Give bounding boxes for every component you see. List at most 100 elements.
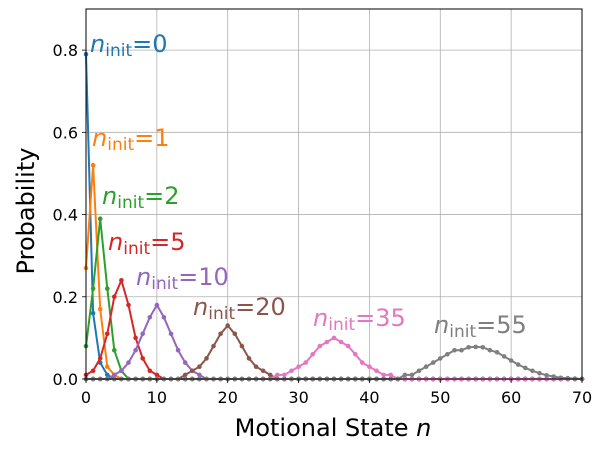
data-point	[388, 372, 394, 378]
data-point	[112, 347, 117, 353]
data-point	[225, 323, 230, 328]
annotation-var: n	[434, 311, 449, 339]
x-axis-title: Motional State n	[235, 414, 432, 442]
data-point	[523, 365, 528, 371]
x-tick-label: 0	[81, 388, 91, 407]
x-axis-title-text: Motional State	[235, 414, 417, 442]
annotation-label: ninit=35	[313, 304, 406, 335]
annotation-label: ninit=55	[434, 311, 527, 342]
data-point	[105, 286, 110, 291]
series-line	[86, 345, 583, 380]
data-point	[232, 331, 238, 337]
data-point	[154, 302, 160, 308]
annotation-var: n	[90, 30, 105, 58]
data-point	[430, 360, 436, 365]
annotation-value: =55	[476, 311, 527, 339]
data-point	[289, 368, 294, 374]
annotation-label: ninit=20	[193, 293, 286, 324]
y-tick-label: 0.2	[53, 288, 78, 307]
data-point	[112, 294, 117, 300]
data-point	[147, 315, 153, 320]
data-point	[175, 347, 181, 353]
data-point	[260, 368, 266, 374]
data-point	[303, 360, 309, 365]
data-point	[367, 364, 372, 370]
data-point	[239, 343, 245, 349]
annotation-label: ninit=5	[108, 228, 186, 259]
data-point	[197, 372, 202, 378]
data-point	[97, 306, 103, 312]
data-point	[204, 356, 209, 361]
annotation-value: =20	[235, 293, 286, 321]
annotation-subscript: init	[107, 135, 134, 155]
y-tick-label: 0.0	[53, 370, 78, 389]
annotation-subscript: init	[208, 304, 235, 324]
data-point	[353, 352, 358, 357]
data-point	[565, 375, 571, 381]
x-tick-label: 10	[147, 388, 167, 407]
data-point	[190, 368, 195, 374]
data-point	[416, 368, 422, 374]
data-point	[105, 372, 110, 378]
data-point	[253, 364, 259, 370]
data-point	[459, 347, 464, 353]
data-point	[105, 331, 110, 337]
annotation-var: n	[193, 293, 208, 321]
annotation-subscript: init	[105, 41, 132, 61]
x-tick-label: 70	[572, 388, 592, 407]
annotation-subscript: init	[151, 274, 178, 294]
data-point	[466, 345, 471, 350]
data-point	[97, 356, 103, 361]
data-point	[338, 339, 344, 345]
x-tick-label: 60	[501, 388, 521, 407]
annotation-value: =1	[134, 124, 169, 152]
data-point	[218, 331, 223, 337]
annotation-value: =35	[355, 304, 406, 332]
data-point	[168, 331, 174, 337]
data-point	[90, 368, 96, 374]
annotation-subscript: init	[117, 193, 144, 213]
data-point	[480, 345, 486, 350]
y-tick-label: 0.4	[53, 206, 78, 225]
annotation-label: ninit=10	[136, 263, 229, 294]
annotation-value: =2	[144, 182, 179, 210]
data-point	[119, 368, 124, 374]
data-point	[97, 216, 103, 221]
data-point	[409, 372, 415, 378]
data-point	[154, 372, 160, 378]
grid	[85, 9, 583, 380]
annotation-value: =10	[178, 263, 229, 291]
data-point	[331, 335, 337, 341]
data-point	[282, 372, 287, 378]
data-point	[105, 364, 110, 370]
data-point	[182, 372, 188, 378]
annotation-var: n	[92, 124, 107, 152]
annotation-value: =5	[150, 228, 185, 256]
y-tick-label: 0.6	[53, 123, 78, 142]
annotation-var: n	[136, 263, 151, 291]
annotation-var: n	[108, 228, 123, 256]
x-tick-label: 40	[359, 388, 379, 407]
data-point	[147, 368, 153, 374]
x-tick-label: 50	[430, 388, 450, 407]
annotation-subscript: init	[123, 239, 150, 259]
data-point	[182, 360, 188, 365]
data-point	[90, 310, 96, 316]
data-point	[537, 370, 542, 376]
data-point	[133, 335, 138, 341]
data-point	[473, 344, 479, 350]
data-point	[317, 343, 323, 349]
data-point	[452, 347, 457, 353]
data-point	[197, 364, 202, 370]
y-tick-label: 0.8	[53, 41, 78, 60]
ticks: 0 10 20 30 40 50 60 70 0.0 0.2 0.4 0.6 0.8	[53, 41, 593, 407]
data-point	[438, 356, 443, 361]
data-point	[381, 372, 386, 378]
annotation-subscript: init	[449, 322, 476, 342]
x-tick-label: 20	[218, 388, 238, 407]
annotation-subscript: init	[328, 315, 355, 335]
annotation-label: ninit=2	[102, 182, 180, 213]
data-point	[501, 354, 507, 359]
annotation-var: n	[102, 182, 117, 210]
